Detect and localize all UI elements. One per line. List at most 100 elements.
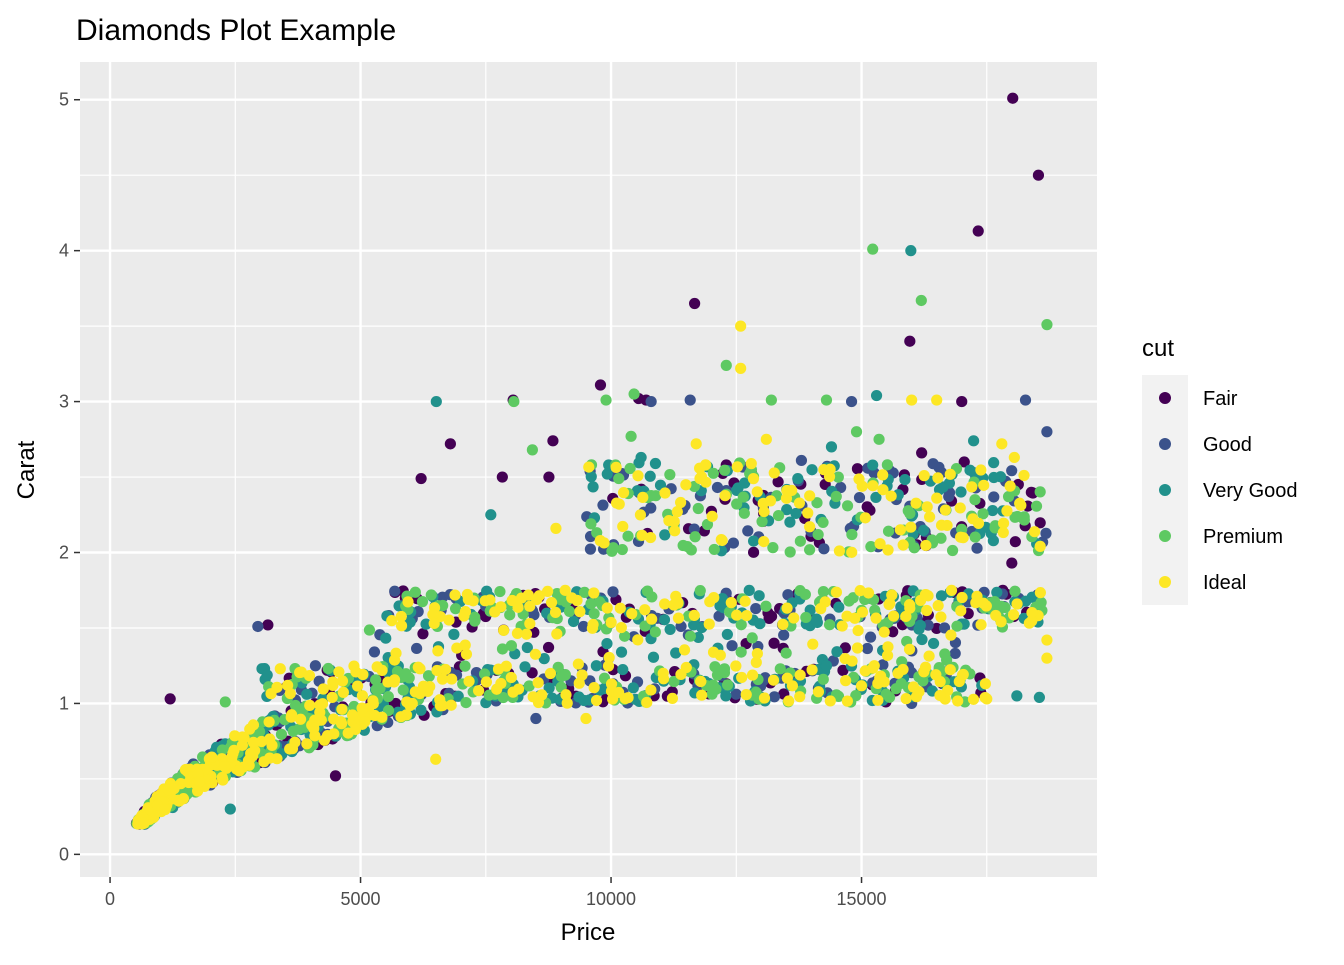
data-point: [479, 595, 491, 607]
data-point: [605, 616, 617, 629]
legend-swatch: [1159, 484, 1171, 496]
data-point: [688, 609, 700, 622]
data-point: [725, 597, 737, 609]
data-point: [872, 694, 884, 706]
data-point: [919, 589, 932, 601]
data-point: [996, 438, 1008, 450]
data-point: [897, 539, 909, 551]
data-point: [868, 660, 880, 672]
data-point: [1007, 609, 1020, 621]
data-point: [625, 430, 637, 442]
data-point: [916, 633, 928, 646]
data-point: [864, 631, 877, 643]
data-point: [218, 760, 231, 773]
data-point: [917, 524, 930, 536]
data-point: [731, 609, 743, 621]
data-point: [559, 668, 571, 681]
data-point: [583, 461, 595, 473]
data-point: [746, 632, 758, 644]
data-point: [415, 472, 427, 485]
data-point: [1018, 469, 1030, 482]
data-point: [460, 648, 473, 660]
data-point: [751, 647, 763, 660]
data-point: [179, 764, 192, 776]
data-point: [263, 716, 275, 728]
data-point: [601, 602, 613, 614]
data-point: [567, 615, 580, 628]
data-point: [882, 641, 894, 653]
data-point: [935, 611, 947, 623]
data-point: [793, 497, 806, 509]
data-point: [395, 620, 408, 632]
data-point: [804, 490, 816, 502]
data-point: [585, 598, 597, 610]
data-point: [788, 612, 800, 624]
data-point: [856, 606, 869, 618]
data-point: [735, 619, 747, 631]
data-point: [812, 528, 824, 541]
data-point: [380, 632, 392, 644]
data-point: [820, 660, 833, 672]
data-point: [322, 662, 334, 675]
data-point: [336, 675, 349, 687]
data-point: [681, 540, 694, 553]
data-point: [672, 612, 685, 624]
data-point: [696, 689, 708, 701]
data-point: [561, 697, 573, 709]
data-point: [395, 711, 407, 723]
x-axis-ticks: 0 5000 10000 15000: [105, 877, 887, 909]
data-point: [972, 225, 984, 237]
data-point: [753, 590, 765, 602]
data-point: [549, 606, 562, 618]
data-point: [432, 645, 444, 657]
data-point: [756, 515, 768, 528]
data-point: [781, 504, 793, 516]
data-point: [817, 586, 830, 598]
data-point: [955, 605, 967, 617]
data-point: [244, 723, 256, 735]
data-point: [747, 473, 760, 485]
data-point: [750, 656, 762, 668]
data-point: [504, 609, 516, 621]
data-point: [524, 600, 536, 612]
data-point: [430, 753, 442, 765]
data-point: [349, 723, 362, 736]
data-point: [258, 756, 270, 768]
data-point: [168, 783, 180, 795]
data-point: [522, 589, 534, 601]
data-point: [508, 395, 520, 408]
data-point: [867, 243, 879, 255]
chart-title: Diamonds Plot Example: [76, 14, 396, 47]
data-point: [867, 480, 879, 492]
data-point: [910, 497, 922, 509]
data-point: [635, 451, 647, 464]
x-tick-label: 0: [105, 889, 115, 909]
data-point: [382, 676, 394, 688]
data-point: [932, 600, 944, 612]
data-point: [1008, 451, 1020, 464]
data-point: [804, 544, 816, 556]
data-point: [519, 661, 531, 673]
data-point: [301, 738, 313, 750]
data-point: [616, 543, 628, 556]
data-point: [851, 642, 864, 654]
data-point: [763, 612, 775, 624]
data-point: [701, 518, 714, 531]
data-point: [425, 589, 437, 601]
data-point: [1026, 606, 1038, 619]
data-point: [719, 490, 731, 502]
data-point: [627, 682, 639, 694]
data-point: [395, 610, 407, 623]
data-point: [806, 664, 818, 676]
data-point: [666, 692, 679, 704]
data-point: [382, 690, 394, 703]
data-point: [1041, 652, 1053, 664]
data-point: [719, 464, 731, 476]
data-point: [584, 543, 597, 555]
data-point: [585, 471, 597, 483]
data-point: [988, 457, 1000, 469]
data-point: [587, 481, 599, 493]
data-point: [415, 704, 427, 716]
data-point: [301, 688, 313, 700]
data-point: [999, 601, 1011, 614]
